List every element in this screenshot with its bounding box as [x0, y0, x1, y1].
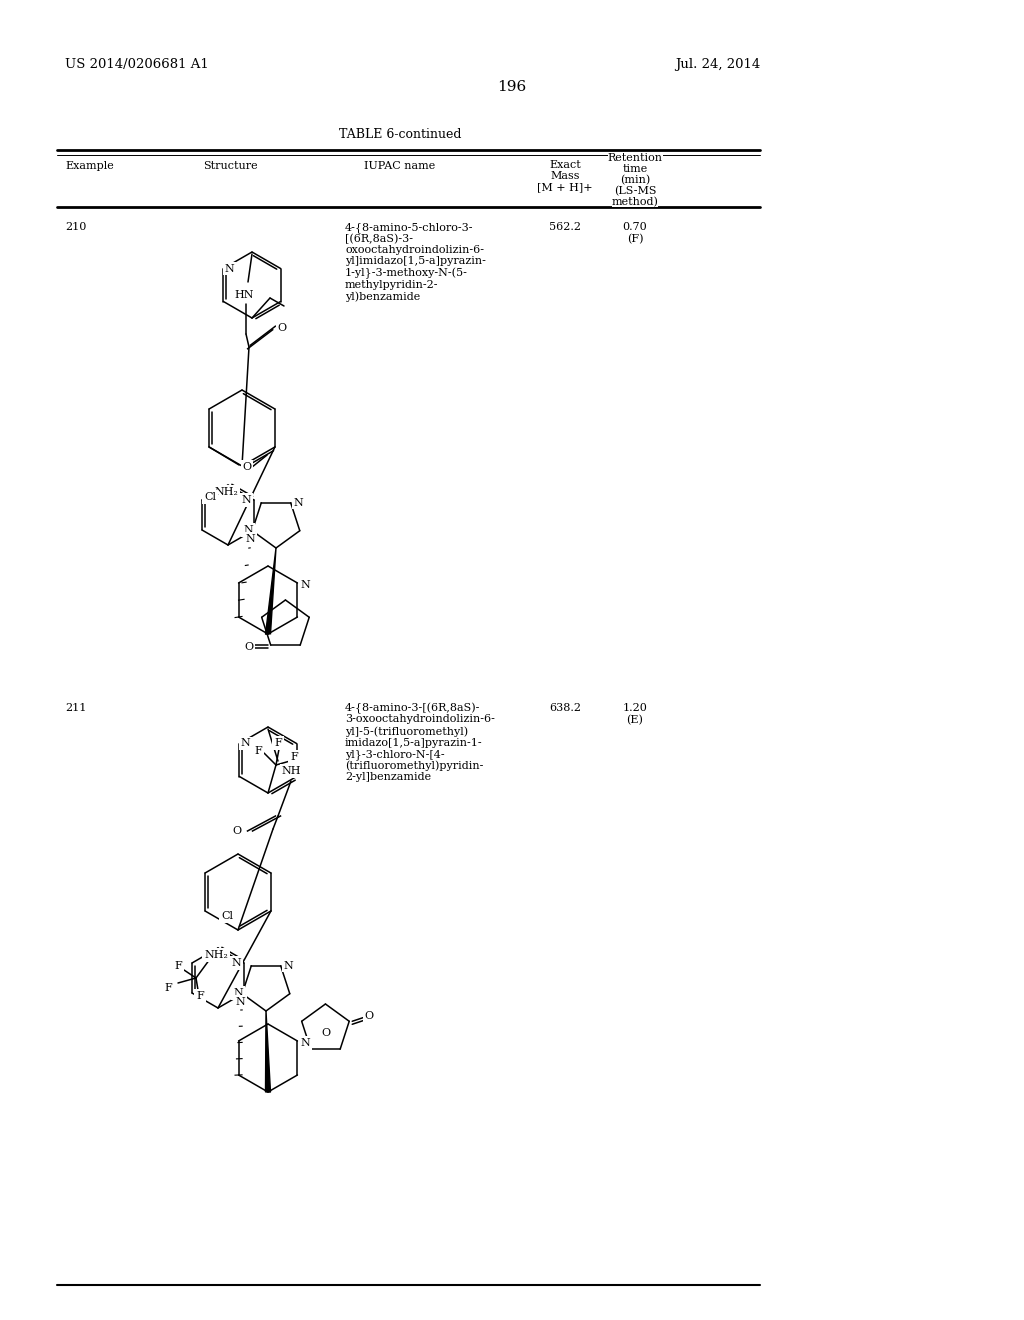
Text: 0.70: 0.70 — [623, 222, 647, 232]
Text: O: O — [365, 1011, 374, 1022]
Text: O: O — [321, 1028, 330, 1038]
Text: N: N — [243, 525, 253, 535]
Text: N: N — [284, 961, 294, 970]
Text: 1.20: 1.20 — [623, 704, 647, 713]
Text: time: time — [623, 164, 647, 174]
Text: 4-{8-amino-5-chloro-3-: 4-{8-amino-5-chloro-3- — [345, 222, 473, 232]
Text: method): method) — [611, 197, 658, 207]
Text: F: F — [290, 752, 298, 762]
Text: 2-yl]benzamide: 2-yl]benzamide — [345, 772, 431, 781]
Text: N: N — [294, 498, 303, 508]
Text: F: F — [197, 991, 204, 1001]
Text: O: O — [232, 826, 242, 836]
Text: N: N — [246, 533, 255, 544]
Text: Jul. 24, 2014: Jul. 24, 2014 — [675, 58, 760, 71]
Text: HN: HN — [234, 290, 254, 300]
Text: yl]-5-(trifluoromethyl): yl]-5-(trifluoromethyl) — [345, 726, 468, 737]
Text: Retention: Retention — [607, 153, 663, 162]
Text: 211: 211 — [65, 704, 86, 713]
Text: N: N — [301, 579, 310, 590]
Text: (E): (E) — [627, 714, 643, 725]
Text: TABLE 6-continued: TABLE 6-continued — [339, 128, 461, 141]
Text: oxooctahydroindolizin-6-: oxooctahydroindolizin-6- — [345, 246, 484, 255]
Text: IUPAC name: IUPAC name — [365, 161, 435, 172]
Text: [(6R,8aS)-3-: [(6R,8aS)-3- — [345, 234, 413, 244]
Text: Exact: Exact — [549, 160, 581, 170]
Text: methylpyridin-2-: methylpyridin-2- — [345, 280, 438, 289]
Text: N: N — [236, 997, 245, 1007]
Text: NH₂: NH₂ — [214, 487, 238, 498]
Text: 196: 196 — [498, 81, 526, 94]
Text: Cl: Cl — [204, 492, 216, 502]
Text: N: N — [301, 1038, 310, 1048]
Text: [M + H]+: [M + H]+ — [538, 182, 593, 191]
Text: 562.2: 562.2 — [549, 222, 581, 232]
Text: O: O — [243, 462, 252, 473]
Text: US 2014/0206681 A1: US 2014/0206681 A1 — [65, 58, 209, 71]
Text: Mass: Mass — [550, 172, 580, 181]
Text: N: N — [233, 987, 243, 998]
Text: N: N — [231, 958, 241, 968]
Text: NH: NH — [282, 766, 301, 776]
Text: O: O — [278, 323, 287, 333]
Text: O: O — [244, 643, 253, 652]
Text: (min): (min) — [620, 176, 650, 185]
Text: yl)benzamide: yl)benzamide — [345, 290, 420, 301]
Text: N: N — [224, 264, 234, 273]
Text: Cl: Cl — [221, 911, 233, 921]
Text: 1-yl}-3-methoxy-N-(5-: 1-yl}-3-methoxy-N-(5- — [345, 268, 468, 280]
Text: yl}-3-chloro-N-[4-: yl}-3-chloro-N-[4- — [345, 748, 444, 760]
Polygon shape — [265, 548, 276, 634]
Text: F: F — [254, 746, 262, 756]
Text: 3-oxooctahydroindolizin-6-: 3-oxooctahydroindolizin-6- — [345, 714, 495, 725]
Text: F: F — [164, 983, 172, 993]
Text: (LS-MS: (LS-MS — [613, 186, 656, 197]
Text: 210: 210 — [65, 222, 86, 232]
Text: N: N — [241, 495, 251, 506]
Text: NH₂: NH₂ — [204, 950, 228, 960]
Text: N: N — [241, 738, 250, 748]
Text: 4-{8-amino-3-[(6R,8aS)-: 4-{8-amino-3-[(6R,8aS)- — [345, 704, 480, 714]
Text: Structure: Structure — [203, 161, 257, 172]
Polygon shape — [265, 1011, 270, 1092]
Text: 638.2: 638.2 — [549, 704, 581, 713]
Text: yl]imidazo[1,5-a]pyrazin-: yl]imidazo[1,5-a]pyrazin- — [345, 256, 485, 267]
Text: (trifluoromethyl)pyridin-: (trifluoromethyl)pyridin- — [345, 760, 483, 771]
Text: imidazo[1,5-a]pyrazin-1-: imidazo[1,5-a]pyrazin-1- — [345, 738, 482, 747]
Text: F: F — [174, 961, 182, 972]
Text: Example: Example — [65, 161, 114, 172]
Text: F: F — [274, 738, 282, 748]
Text: (F): (F) — [627, 234, 643, 244]
